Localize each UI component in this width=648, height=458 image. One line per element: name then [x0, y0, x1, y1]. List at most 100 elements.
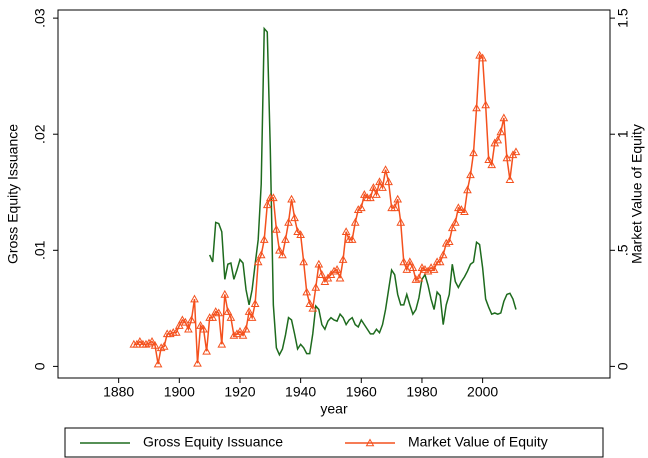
point-marker	[502, 153, 512, 162]
x-tick-label: 1980	[406, 384, 437, 400]
point-marker	[220, 289, 230, 298]
point-marker	[481, 100, 490, 109]
point-marker	[314, 259, 324, 268]
point-marker	[214, 308, 224, 317]
point-marker	[305, 299, 315, 308]
point-marker	[359, 190, 369, 198]
plot-frame	[57, 9, 611, 379]
point-marker	[302, 287, 312, 296]
point-marker	[223, 307, 233, 315]
series-line	[133, 53, 517, 365]
point-marker	[232, 329, 242, 338]
y2-tick-label: 0	[615, 362, 631, 370]
point-marker	[350, 217, 360, 226]
point-marker	[381, 165, 390, 174]
point-marker	[405, 257, 415, 266]
y-tick-label: .03	[32, 8, 48, 28]
point-marker	[353, 205, 363, 213]
point-marker	[199, 324, 208, 333]
y-axis-title: Gross Equity Issuance	[5, 124, 21, 264]
point-marker	[135, 337, 145, 345]
point-marker	[150, 340, 160, 349]
point-marker	[411, 275, 421, 283]
point-marker	[296, 230, 305, 239]
point-marker	[347, 235, 357, 243]
point-marker	[369, 183, 378, 191]
point-marker	[463, 185, 472, 194]
point-marker	[460, 207, 469, 216]
legend-label: Market Value of Equity	[408, 434, 548, 450]
point-marker	[472, 103, 481, 112]
point-marker	[378, 183, 387, 191]
point-marker	[281, 235, 290, 243]
point-marker	[496, 127, 506, 136]
point-marker	[493, 135, 503, 144]
point-marker	[174, 320, 184, 329]
x-tick-label: 2000	[467, 384, 498, 400]
point-marker	[226, 313, 236, 321]
point-marker	[229, 330, 239, 339]
point-marker	[484, 155, 494, 164]
point-marker	[287, 194, 296, 203]
point-marker	[147, 337, 157, 345]
x-tick-label: 1880	[103, 384, 134, 400]
x-tick-label: 1920	[224, 384, 255, 400]
point-marker	[217, 339, 227, 348]
point-marker	[356, 203, 366, 212]
point-marker	[396, 217, 406, 226]
point-marker	[308, 303, 318, 312]
point-marker	[435, 257, 445, 266]
point-marker	[338, 255, 348, 263]
point-marker	[469, 148, 478, 157]
point-marker	[466, 170, 475, 179]
point-marker	[329, 266, 339, 275]
point-marker	[159, 341, 169, 350]
point-marker	[181, 317, 190, 326]
legend-label: Gross Equity Issuance	[143, 434, 283, 450]
x-tick-label: 1940	[285, 384, 316, 400]
point-marker	[178, 315, 187, 324]
point-marker	[275, 245, 284, 254]
point-marker	[190, 294, 199, 303]
point-marker	[399, 257, 409, 266]
point-marker	[499, 113, 509, 122]
point-marker	[487, 160, 497, 169]
point-marker	[414, 273, 424, 282]
y-tick-label: .01	[32, 240, 48, 260]
legend-box	[64, 427, 604, 458]
point-marker	[441, 238, 451, 247]
point-marker	[244, 307, 254, 315]
y2-tick-label: .5	[615, 244, 631, 256]
point-marker	[165, 329, 175, 338]
series-line	[208, 26, 517, 357]
point-marker	[293, 227, 302, 236]
point-marker	[384, 177, 393, 186]
point-marker	[450, 217, 460, 226]
y2-tick-label: 1.5	[615, 8, 631, 28]
point-marker	[335, 273, 345, 282]
point-marker	[208, 313, 218, 321]
point-marker	[290, 213, 299, 222]
point-marker	[141, 339, 151, 348]
point-marker	[259, 235, 269, 243]
y-tick-label: 0	[32, 362, 48, 370]
legend-marker	[365, 438, 375, 447]
point-marker	[511, 147, 521, 156]
point-marker	[375, 177, 384, 186]
point-marker	[241, 324, 251, 333]
x-tick-label: 1900	[164, 384, 195, 400]
point-marker	[408, 263, 418, 272]
point-marker	[238, 330, 248, 339]
x-tick-label: 1960	[346, 384, 377, 400]
point-marker	[311, 282, 321, 291]
point-marker	[193, 358, 202, 367]
point-marker	[332, 265, 342, 273]
point-marker	[253, 257, 263, 266]
point-marker	[156, 343, 166, 352]
point-marker	[444, 237, 454, 246]
point-marker	[256, 250, 266, 259]
point-marker	[278, 250, 287, 259]
point-marker	[272, 224, 281, 233]
point-marker	[447, 223, 457, 232]
